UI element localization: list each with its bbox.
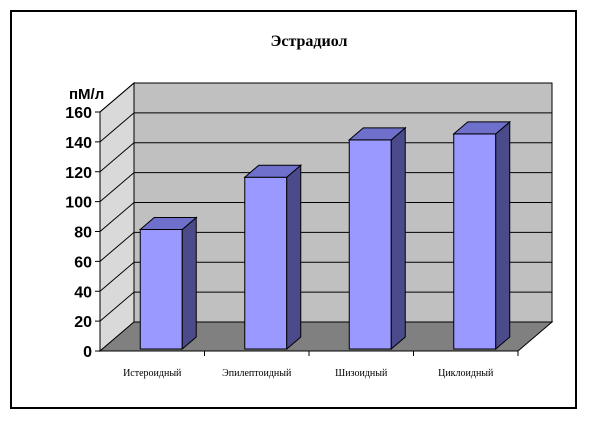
y-tick-label: 160 (65, 105, 92, 122)
x-tick-label: Эпилептоидный (222, 368, 292, 379)
bar (244, 176, 288, 350)
chart-frame: 0 20 40 60 80 100 120 140 160 Истероидный Эпилепто… (10, 10, 577, 409)
bar-top (452, 121, 512, 135)
y-axis-label: пМ/л (69, 86, 104, 103)
bar (139, 229, 183, 350)
gridline (99, 142, 552, 173)
gridline (99, 172, 552, 203)
bars (138, 120, 512, 351)
gridlines (99, 82, 552, 322)
y-tick-label: 120 (65, 165, 92, 182)
bar-top (347, 127, 407, 141)
y-tick-label: 0 (83, 344, 92, 361)
x-tick-label: Циклоидный (438, 368, 494, 379)
gridline (99, 112, 552, 143)
bar-top (138, 217, 198, 230)
chart-svg: 0 20 40 60 80 100 120 140 160 Истероидный Эпилепто… (65, 33, 554, 379)
y-tick-label: 100 (65, 195, 92, 212)
gridline (99, 82, 552, 113)
gridline (99, 261, 552, 292)
bar (453, 133, 497, 350)
bar-side (390, 126, 406, 351)
gridline (99, 231, 552, 262)
chart-title: Эстрадиол (271, 33, 348, 50)
bar-side (181, 216, 197, 351)
gridline (99, 291, 552, 322)
bar-top (243, 164, 303, 178)
y-tick-label: 40 (74, 284, 92, 301)
y-tick-label: 80 (74, 225, 92, 242)
gridline (99, 202, 552, 232)
axes (95, 111, 519, 356)
y-tick-label: 60 (74, 254, 92, 271)
labels: 0 20 40 60 80 100 120 140 160 Истероидный Эпилепто… (65, 105, 494, 379)
y-tick-label: 140 (65, 135, 92, 152)
y-tick-label: 20 (74, 314, 92, 331)
bar-side (495, 120, 511, 351)
bar (348, 139, 392, 350)
x-tick-label: Шизоидный (335, 368, 388, 379)
bar-side (286, 164, 302, 351)
x-tick-label: Истероидный (123, 368, 182, 379)
